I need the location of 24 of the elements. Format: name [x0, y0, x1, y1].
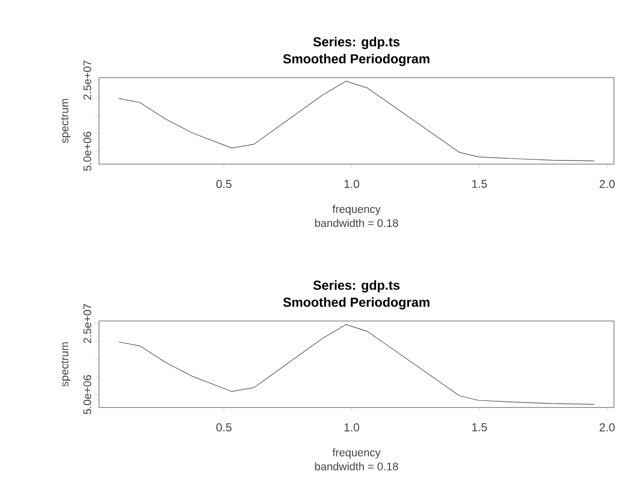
x-tick-label: 1.0 [344, 423, 360, 432]
text: bandwidth = 0.18 [315, 462, 398, 470]
chart-title: Series: gdp.ts [313, 36, 400, 50]
y-tick-label: 5.0e+06 [83, 132, 92, 171]
y-tick-label: 5.0e+06 [83, 375, 92, 414]
x-tick-label: 0.5 [216, 423, 232, 432]
x-tick-label: 1.5 [472, 180, 487, 188]
chart-subtitle: Smoothed Periodogram [283, 54, 430, 66]
x-axis-title: frequency [332, 204, 381, 216]
x-tick-label: 1.5 [472, 423, 487, 432]
y-tick-label: 2.5e+07 [83, 304, 92, 343]
x-axis-title: frequency [332, 448, 381, 459]
chart-subtitle: Smoothed Periodogram [283, 297, 430, 310]
x-tick-label: 1.0 [344, 180, 360, 188]
text: bandwidth = 0.18 [315, 218, 398, 227]
line-series [118, 324, 595, 405]
x-tick-label: 2.0 [600, 423, 615, 432]
y-axis-title: spectrum [61, 98, 71, 144]
x-tick-label: 0.5 [216, 180, 232, 188]
chart-title: Series: gdp.ts [313, 280, 400, 292]
x-tick-label: 2.0 [600, 180, 615, 188]
y-tick-label: 2.5e+07 [83, 60, 92, 100]
y-axis-title: spectrum [61, 342, 71, 387]
line-series [118, 80, 595, 162]
